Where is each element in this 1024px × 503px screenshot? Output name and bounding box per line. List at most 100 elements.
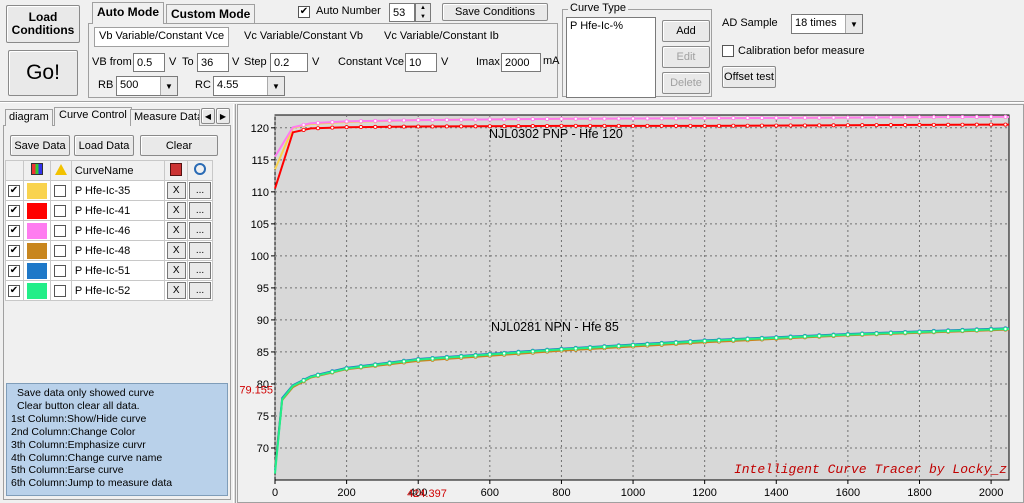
tab-vb-variable[interactable]: Vb Variable/Constant Vce <box>94 27 230 47</box>
cursor-x-readout: 424.397 <box>407 488 447 500</box>
x-tick-label: 1800 <box>907 487 931 499</box>
series-point <box>774 115 779 120</box>
v-unit-2: V <box>232 56 240 68</box>
curve-row: ✔ P Hfe-Ic-41 X ... <box>5 200 213 221</box>
tab-curve-control[interactable]: Curve Control <box>54 107 132 126</box>
load-conditions-button[interactable]: Load Conditions <box>6 5 80 43</box>
hfe-ic-chart[interactable]: 0 200 400 600 800 1000 1200 1400 1600 1800 2000 70 7… <box>238 105 1023 502</box>
curve-name[interactable]: P Hfe-Ic-51 <box>70 260 166 281</box>
series-point <box>974 114 979 119</box>
show-curve-checkbox[interactable]: ✔ <box>8 284 20 297</box>
add-button[interactable]: Add <box>662 20 710 42</box>
tab-scroll-left-icon[interactable]: ◀ <box>201 108 215 124</box>
curve-color-swatch[interactable] <box>27 242 47 259</box>
show-curve-checkbox[interactable]: ✔ <box>8 204 20 217</box>
erase-curve-button[interactable]: X <box>166 242 186 259</box>
tab-diagram[interactable]: diagram <box>5 109 53 126</box>
imax-input[interactable] <box>501 53 541 72</box>
curve-type-list[interactable]: P Hfe-Ic-% <box>566 17 656 98</box>
clear-button[interactable]: Clear <box>140 135 218 156</box>
jump-to-data-button[interactable]: ... <box>189 202 212 219</box>
edit-button[interactable]: Edit <box>662 46 710 68</box>
show-curve-checkbox[interactable]: ✔ <box>8 264 20 277</box>
show-curve-checkbox[interactable]: ✔ <box>8 184 20 197</box>
constant-vce-input[interactable] <box>405 53 437 72</box>
series-point <box>917 330 922 335</box>
jump-to-data-button[interactable]: ... <box>189 262 212 279</box>
chevron-down-icon: ▼ <box>267 77 284 95</box>
rc-select[interactable]: 4.55 ▼ <box>213 76 285 96</box>
emphasize-checkbox[interactable] <box>54 204 67 217</box>
save-conditions-button[interactable]: Save Conditions <box>442 3 548 21</box>
series-point <box>659 123 664 128</box>
emphasize-checkbox[interactable] <box>54 244 67 257</box>
emphasize-checkbox[interactable] <box>54 264 67 277</box>
emphasize-checkbox[interactable] <box>54 224 67 237</box>
jump-to-data-button[interactable]: ... <box>189 242 212 259</box>
jump-to-data-button[interactable]: ... <box>189 222 212 239</box>
tab-scroll-right-icon[interactable]: ▶ <box>216 108 230 124</box>
delete-button[interactable]: Delete <box>662 72 710 94</box>
curve-name[interactable]: P Hfe-Ic-52 <box>70 280 166 301</box>
vb-from-label: VB from <box>92 56 132 68</box>
series-point <box>888 115 893 120</box>
x-tick-label: 1400 <box>764 487 788 499</box>
curve-name[interactable]: P Hfe-Ic-46 <box>70 220 166 241</box>
emphasize-checkbox[interactable] <box>54 284 67 297</box>
calibration-checkbox[interactable] <box>722 45 734 57</box>
tab-vc-variable-vb[interactable]: Vc Variable/Constant Vb <box>240 28 368 46</box>
erase-curve-button[interactable]: X <box>166 202 186 219</box>
tab-custom-mode[interactable]: Custom Mode <box>166 4 256 23</box>
series-point <box>716 116 721 121</box>
tab-auto-mode[interactable]: Auto Mode <box>92 2 164 24</box>
chevron-down-icon: ▼ <box>845 15 862 33</box>
curve-name[interactable]: P Hfe-Ic-48 <box>70 240 166 261</box>
show-curve-checkbox[interactable]: ✔ <box>8 244 20 257</box>
series-point <box>759 123 764 128</box>
jump-to-data-button[interactable]: ... <box>189 282 212 299</box>
series-point <box>315 373 320 378</box>
rb-select[interactable]: 500 ▼ <box>116 76 178 96</box>
v-unit-4: V <box>441 56 449 68</box>
offset-test-button[interactable]: Offset test <box>722 66 776 88</box>
tab-vc-variable-ib[interactable]: Vc Variable/Constant Ib <box>380 28 503 46</box>
curve-color-swatch[interactable] <box>27 222 47 239</box>
auto-number-checkbox[interactable]: ✔ <box>298 6 310 18</box>
curve-type-label: Curve Type <box>568 2 629 14</box>
go-button[interactable]: Go! <box>8 50 78 96</box>
warning-icon <box>55 163 68 175</box>
series-point <box>373 362 378 367</box>
panel-splitter[interactable] <box>233 104 236 503</box>
jump-to-data-button[interactable]: ... <box>189 182 212 199</box>
vb-from-input[interactable] <box>133 53 165 72</box>
load-data-button[interactable]: Load Data <box>74 135 134 156</box>
erase-curve-button[interactable]: X <box>166 262 186 279</box>
auto-number-spinner[interactable]: ▲ ▼ <box>415 3 431 22</box>
curve-name[interactable]: P Hfe-Ic-35 <box>70 180 166 201</box>
curve-color-swatch[interactable] <box>27 182 47 199</box>
save-data-button[interactable]: Save Data <box>10 135 70 156</box>
curve-color-swatch[interactable] <box>27 262 47 279</box>
step-input[interactable] <box>270 53 308 72</box>
series-point <box>1003 327 1008 332</box>
erase-curve-button[interactable]: X <box>166 182 186 199</box>
ad-sample-select[interactable]: 18 times ▼ <box>791 14 863 34</box>
series-point <box>731 123 736 128</box>
curve-color-swatch[interactable] <box>27 282 47 299</box>
help-line: 5th Column:Earse curve <box>11 464 124 477</box>
series-point <box>974 122 979 127</box>
erase-curve-button[interactable]: X <box>166 282 186 299</box>
curve-name[interactable]: P Hfe-Ic-41 <box>70 200 166 221</box>
emphasize-checkbox[interactable] <box>54 184 67 197</box>
show-curve-checkbox[interactable]: ✔ <box>8 224 20 237</box>
curve-color-swatch[interactable] <box>27 202 47 219</box>
tab-measure-data[interactable]: Measure Data <box>130 109 200 126</box>
curve-type-item[interactable]: P Hfe-Ic-% <box>570 20 623 32</box>
auto-number-input[interactable] <box>389 3 415 22</box>
x-tick-label: 800 <box>552 487 570 499</box>
chart-frame: 0 200 400 600 800 1000 1200 1400 1600 1800 2000 70 7… <box>237 104 1024 503</box>
vb-to-input[interactable] <box>197 53 229 72</box>
series-point <box>960 115 965 120</box>
y-tick-label: 120 <box>251 123 269 135</box>
erase-curve-button[interactable]: X <box>166 222 186 239</box>
